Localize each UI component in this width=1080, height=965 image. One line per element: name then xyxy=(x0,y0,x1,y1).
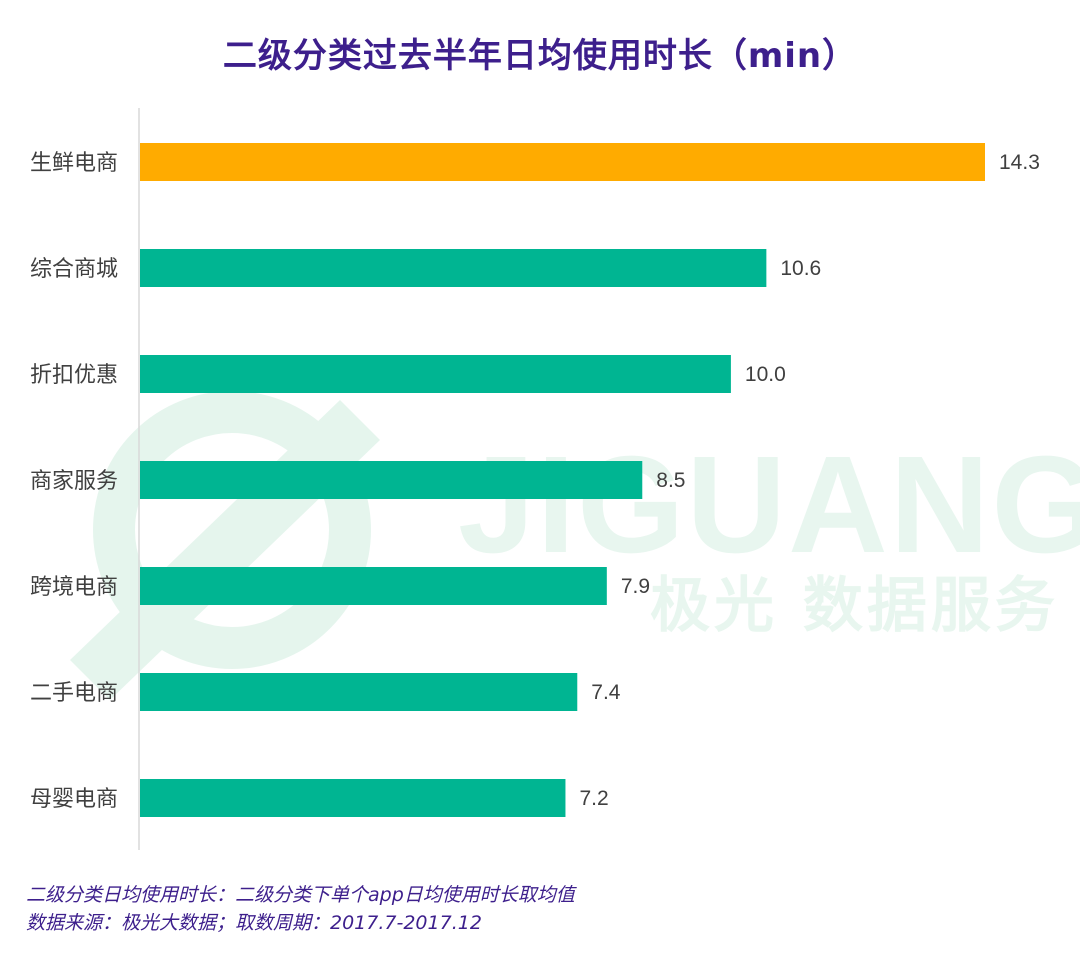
watermark-en-text: JIGUANG xyxy=(458,428,1080,582)
bar xyxy=(140,249,767,287)
footnote-source: 数据来源：极光大数据；取数周期：2017.7-2017.12 xyxy=(26,912,482,934)
category-label: 跨境电商 xyxy=(30,575,118,600)
category-label: 生鲜电商 xyxy=(30,151,118,176)
value-label: 7.2 xyxy=(579,787,608,810)
bar xyxy=(140,461,643,499)
value-label: 7.4 xyxy=(591,681,621,704)
value-label: 14.3 xyxy=(999,151,1040,174)
footnote-definition: 二级分类日均使用时长：二级分类下单个app日均使用时长取均值 xyxy=(26,884,575,906)
bar xyxy=(140,779,566,817)
category-label: 二手电商 xyxy=(30,681,118,706)
category-label: 折扣优惠 xyxy=(30,363,118,388)
value-label: 7.9 xyxy=(621,575,650,598)
chart-title: 二级分类过去半年日均使用时长（min） xyxy=(222,36,858,76)
category-label: 综合商城 xyxy=(30,257,118,282)
category-label: 母婴电商 xyxy=(30,787,118,812)
bar xyxy=(140,673,578,711)
bar xyxy=(140,567,607,605)
value-label: 8.5 xyxy=(656,469,685,492)
bar xyxy=(140,143,985,181)
watermark-cn-text: 极光 数据服务 xyxy=(650,571,1059,641)
value-label: 10.0 xyxy=(745,363,786,386)
value-label: 10.6 xyxy=(780,257,821,280)
category-label: 商家服务 xyxy=(30,469,118,494)
bar xyxy=(140,355,731,393)
